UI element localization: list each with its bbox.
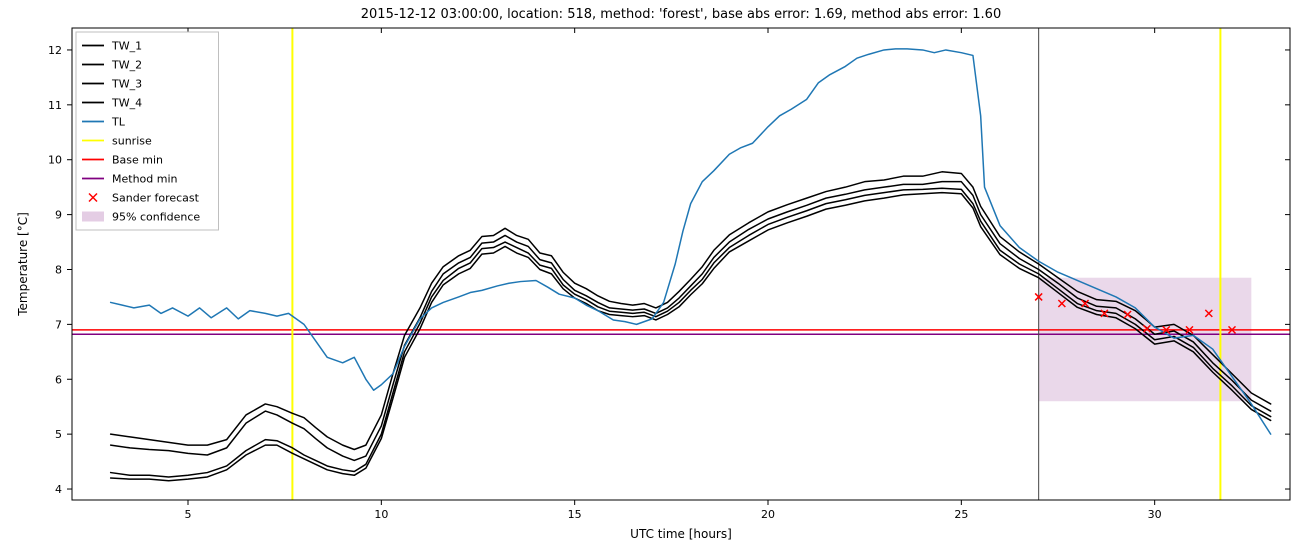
y-tick-label: 10: [48, 154, 62, 167]
chart-svg: 5 10 15 20 25 30 4 5 6 7 8 9 10 11 12 UTC time [hours] T…: [0, 0, 1311, 547]
x-tick-label: 10: [374, 508, 388, 521]
legend-label: TL: [111, 116, 126, 129]
legend-label: 95% confidence: [112, 211, 200, 224]
legend: TW_1 TW_2 TW_3 TW_4 TL sunrise Base min Method …: [76, 32, 219, 230]
legend-label: sunrise: [112, 135, 152, 148]
legend-label: Method min: [112, 173, 178, 186]
chart-title: 2015-12-12 03:00:00, location: 518, meth…: [361, 7, 1001, 22]
legend-label: TW_4: [111, 97, 142, 110]
chart-container: 5 10 15 20 25 30 4 5 6 7 8 9 10 11 12 UTC time [hours] T…: [0, 0, 1311, 547]
x-tick-label: 25: [954, 508, 968, 521]
x-tick-label: 30: [1148, 508, 1162, 521]
y-tick-label: 5: [55, 428, 62, 441]
legend-swatch-patch: [82, 212, 104, 222]
y-tick-label: 12: [48, 44, 62, 57]
legend-label: TW_1: [111, 40, 142, 53]
x-tick-label: 15: [568, 508, 582, 521]
legend-label: TW_2: [111, 59, 142, 72]
x-tick-label: 5: [185, 508, 192, 521]
y-tick-label: 4: [55, 483, 62, 496]
legend-label: Sander forecast: [112, 192, 200, 205]
y-tick-label: 7: [55, 318, 62, 331]
legend-label: Base min: [112, 154, 163, 167]
y-tick-label: 11: [48, 99, 62, 112]
y-tick-label: 6: [55, 373, 62, 386]
plot-area: [72, 28, 1290, 500]
y-tick-label: 9: [55, 209, 62, 222]
y-axis-label: Temperature [°C]: [16, 212, 30, 317]
axes-frame: [72, 28, 1290, 500]
x-axis-label: UTC time [hours]: [630, 527, 732, 541]
x-tick-label: 20: [761, 508, 775, 521]
legend-label: TW_3: [111, 78, 142, 91]
y-tick-label: 8: [55, 263, 62, 276]
